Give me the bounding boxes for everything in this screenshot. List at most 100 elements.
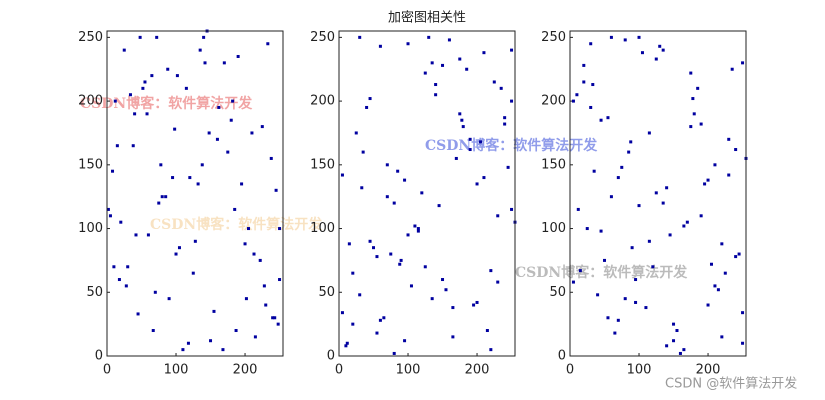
- point: [451, 335, 455, 339]
- point: [430, 297, 434, 301]
- point: [434, 83, 438, 87]
- axes-box: [106, 30, 284, 357]
- point: [175, 74, 179, 78]
- point: [599, 118, 603, 122]
- point: [658, 44, 662, 48]
- point: [191, 271, 195, 275]
- y-tick-label: 150: [78, 157, 103, 172]
- x-tick-label: 100: [627, 363, 652, 378]
- point: [475, 182, 479, 186]
- point: [623, 297, 627, 301]
- point: [441, 278, 445, 282]
- point: [416, 227, 420, 231]
- point: [160, 195, 164, 199]
- point: [503, 122, 507, 126]
- point: [406, 233, 410, 237]
- point: [198, 48, 202, 52]
- point: [344, 344, 348, 348]
- point: [131, 144, 135, 148]
- point: [278, 227, 282, 231]
- point: [478, 140, 482, 144]
- point: [496, 214, 500, 218]
- point: [351, 322, 355, 326]
- point: [273, 316, 277, 320]
- point: [730, 67, 734, 71]
- point: [634, 300, 638, 304]
- point: [173, 127, 177, 131]
- y-tick-label: 0: [327, 349, 335, 364]
- watermark: CSDN博客：软件算法开发: [515, 264, 688, 281]
- point: [126, 265, 130, 269]
- point: [385, 163, 389, 167]
- point: [420, 191, 424, 195]
- point: [399, 258, 403, 262]
- point: [209, 339, 213, 343]
- point: [644, 306, 648, 310]
- point: [458, 57, 462, 61]
- point: [606, 316, 610, 320]
- point: [108, 214, 112, 218]
- point: [727, 173, 731, 177]
- y-tick-label: 50: [549, 285, 566, 300]
- point: [734, 148, 738, 152]
- point: [155, 35, 159, 39]
- point: [368, 97, 372, 101]
- point: [184, 86, 188, 90]
- point: [603, 258, 607, 262]
- y-tick-label: 250: [310, 30, 335, 45]
- point: [627, 150, 631, 154]
- point: [221, 348, 225, 352]
- point: [472, 303, 476, 307]
- point: [266, 42, 270, 46]
- point: [124, 284, 128, 288]
- point: [372, 246, 376, 250]
- point: [634, 278, 638, 282]
- point: [166, 67, 170, 71]
- point: [661, 201, 665, 205]
- point: [203, 61, 207, 65]
- point: [392, 351, 396, 355]
- point: [672, 339, 676, 343]
- x-tick-label: 0: [335, 363, 343, 378]
- y-tick-label: 200: [78, 94, 103, 109]
- point: [368, 239, 372, 243]
- point: [727, 137, 731, 141]
- point: [423, 71, 427, 75]
- point: [133, 112, 137, 116]
- point: [691, 97, 695, 101]
- point: [699, 214, 703, 218]
- point: [378, 318, 382, 322]
- point: [661, 48, 665, 52]
- point: [444, 288, 448, 292]
- point: [360, 186, 364, 190]
- point: [427, 35, 431, 39]
- point: [723, 271, 727, 275]
- point: [186, 341, 190, 345]
- point: [582, 63, 586, 67]
- point: [382, 316, 386, 320]
- point: [609, 35, 613, 39]
- point: [699, 122, 703, 126]
- watermark: CSDN博客：软件算法开发: [425, 137, 598, 154]
- point: [637, 204, 641, 208]
- point: [585, 227, 589, 231]
- y-tick-label: 100: [78, 221, 103, 236]
- point: [489, 269, 493, 273]
- y-tick-label: 50: [86, 285, 103, 300]
- point: [434, 93, 438, 97]
- y-tick-label: 150: [310, 157, 335, 172]
- point: [264, 303, 268, 307]
- point: [236, 54, 240, 58]
- point: [347, 242, 351, 246]
- point: [202, 35, 206, 39]
- point: [138, 35, 142, 39]
- point: [685, 220, 689, 224]
- point: [461, 125, 465, 129]
- point: [475, 300, 479, 304]
- point: [234, 329, 238, 333]
- point: [351, 271, 355, 275]
- point: [716, 288, 720, 292]
- x-tick-label: 200: [696, 363, 721, 378]
- point: [489, 348, 493, 352]
